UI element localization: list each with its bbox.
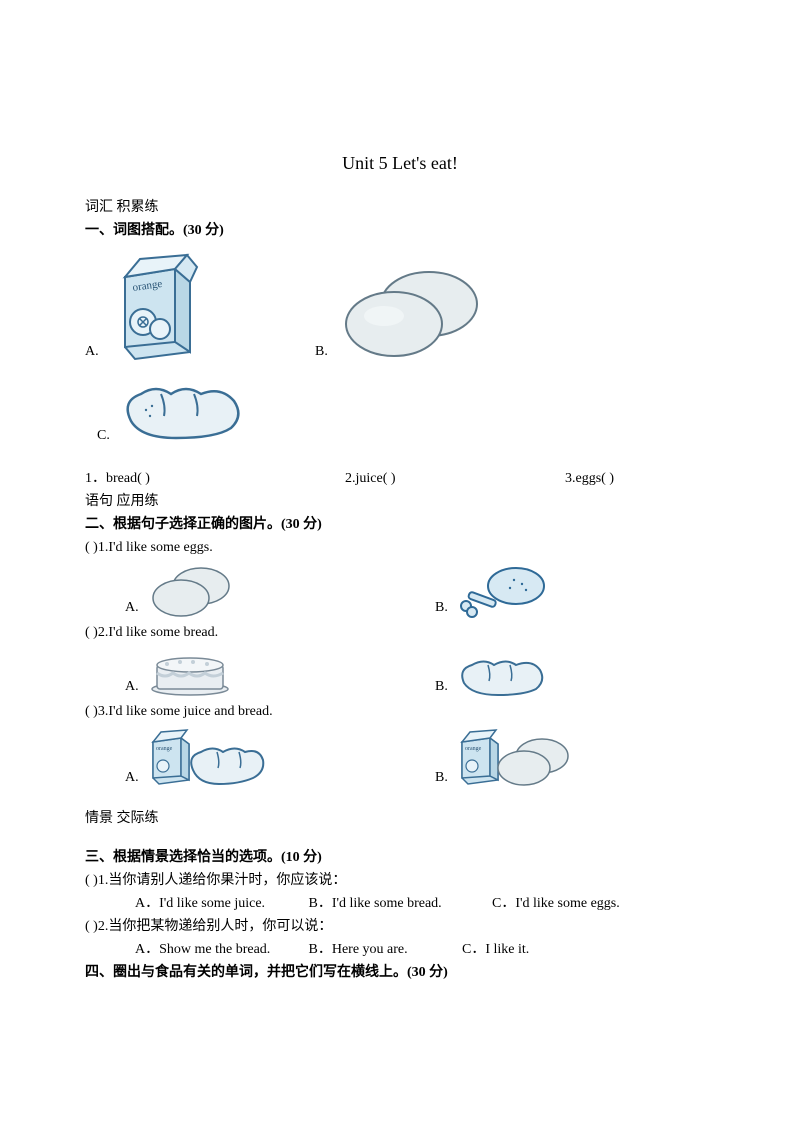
q2-heading: 二、根据句子选择正确的图片。(30 分) — [85, 514, 715, 535]
q2-s1-options: A. B. — [85, 562, 715, 618]
q3-heading: 三、根据情景选择恰当的选项。(10 分) — [85, 847, 715, 868]
q1-heading: 一、词图搭配。(30 分) — [85, 220, 715, 241]
q3-s2[interactable]: ( )2.当你把某物递给别人时，你可以说： — [85, 916, 715, 937]
q2-s2-a-label: A. — [125, 676, 139, 697]
juice-eggs-icon: orange — [454, 726, 574, 788]
q2-s1-b-label: B. — [435, 597, 448, 618]
q3-s2-b[interactable]: B．Here you are. — [309, 939, 459, 960]
q2-s3[interactable]: ( )3.I'd like some juice and bread. — [85, 701, 715, 722]
bread-small-icon — [454, 653, 549, 697]
q3-s2-c[interactable]: C．I like it. — [462, 942, 529, 957]
drumstick-icon — [454, 562, 554, 618]
q2-s1[interactable]: ( )1.I'd like some eggs. — [85, 537, 715, 558]
q3-s1-c[interactable]: C．I'd like some eggs. — [492, 896, 620, 911]
bread-icon — [116, 376, 246, 446]
label-a: A. — [85, 341, 99, 362]
q1-item1[interactable]: 1．bread( ) — [85, 468, 345, 489]
q4-heading: 四、圈出与食品有关的单词，并把它们写在横线上。(30 分) — [85, 962, 715, 983]
label-c: C. — [97, 425, 110, 446]
q2-s3-options: A. orange B. orange — [85, 726, 715, 788]
q1-row-ab: A. orange B. — [85, 247, 715, 362]
q3-s1-opts: A．I'd like some juice. B．I'd like some b… — [85, 893, 715, 914]
label-b: B. — [315, 341, 328, 362]
q2-s2-b-label: B. — [435, 676, 448, 697]
q1-item2[interactable]: 2.juice( ) — [345, 468, 565, 489]
svg-text:orange: orange — [156, 746, 173, 752]
q2-s2-options: A. B. — [85, 647, 715, 697]
q1-item3[interactable]: 3.eggs( ) — [565, 468, 715, 489]
q3-s2-opts: A．Show me the bread. B．Here you are. C．I… — [85, 939, 715, 960]
eggs-small-icon — [145, 562, 235, 618]
q3-s1[interactable]: ( )1.当你请别人递给你果汁时，你应该说： — [85, 870, 715, 891]
q2-s1-a-label: A. — [125, 597, 139, 618]
juice-box-icon: orange — [105, 247, 205, 362]
eggs-icon — [334, 262, 484, 362]
q2-s2[interactable]: ( )2.I'd like some bread. — [85, 622, 715, 643]
q1-answers: 1．bread( ) 2.juice( ) 3.eggs( ) — [85, 468, 715, 489]
section-sentence-label: 语句 应用练 — [85, 491, 715, 512]
q2-s3-b-label: B. — [435, 767, 448, 788]
juice-bread-icon: orange — [145, 726, 265, 788]
q3-s2-a[interactable]: A．Show me the bread. — [135, 939, 305, 960]
cake-icon — [145, 647, 235, 697]
svg-text:orange: orange — [465, 746, 482, 752]
q2-s3-a-label: A. — [125, 767, 139, 788]
section-vocab-label: 词汇 积累练 — [85, 197, 715, 218]
q1-row-c: C. — [85, 376, 715, 446]
q3-s1-a[interactable]: A．I'd like some juice. — [135, 893, 305, 914]
section-scene-label: 情景 交际练 — [85, 808, 715, 829]
page-title: Unit 5 Let's eat! — [85, 150, 715, 177]
q3-s1-b[interactable]: B．I'd like some bread. — [309, 893, 489, 914]
